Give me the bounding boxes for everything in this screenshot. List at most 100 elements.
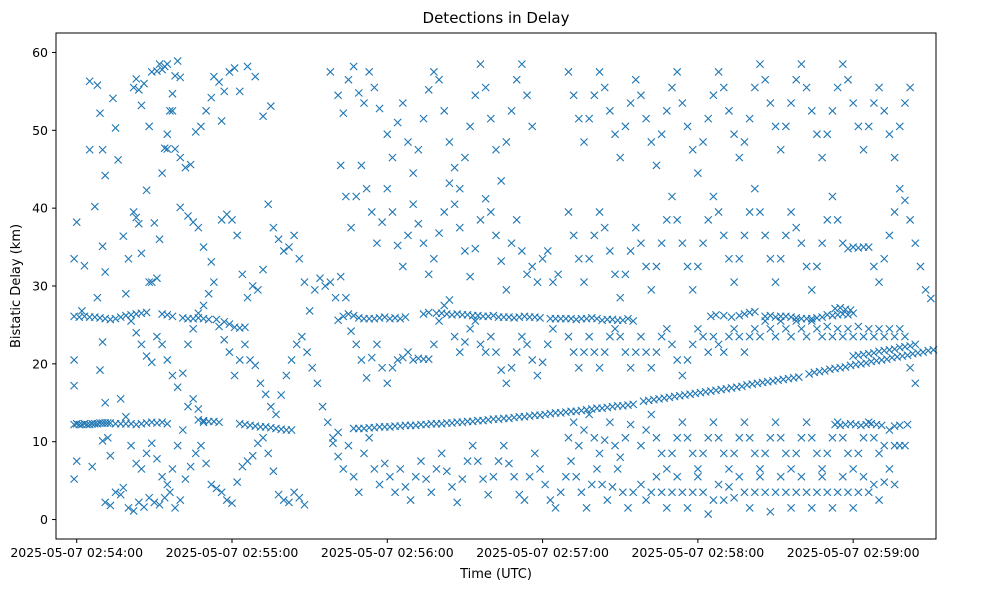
data-point: [797, 60, 806, 69]
data-point: [440, 208, 449, 217]
data-point: [906, 215, 915, 224]
data-point: [613, 464, 622, 473]
data-point: [678, 488, 687, 497]
data-point: [158, 418, 167, 427]
data-point: [269, 223, 278, 232]
data-point: [598, 480, 607, 489]
data-point: [173, 383, 182, 392]
data-point: [737, 382, 746, 391]
data-point: [106, 451, 115, 460]
data-point: [471, 317, 480, 326]
data-point: [735, 472, 744, 481]
data-point: [510, 472, 519, 481]
data-point: [616, 453, 625, 462]
x-tick-label: 2025-05-07 02:54:00: [10, 545, 143, 560]
data-point: [284, 243, 293, 252]
data-point: [724, 106, 733, 115]
data-point: [259, 433, 268, 442]
data-point: [781, 122, 790, 131]
data-point: [212, 484, 221, 493]
data-point: [77, 306, 86, 315]
data-point: [776, 472, 785, 481]
data-point: [365, 67, 374, 76]
data-point: [854, 488, 863, 497]
data-point: [668, 488, 676, 497]
data-point: [805, 369, 814, 378]
data-point: [142, 186, 151, 195]
data-point: [466, 122, 475, 131]
data-point: [590, 91, 599, 100]
data-point: [818, 153, 827, 162]
y-tick-label: 20: [32, 356, 48, 371]
data-point: [375, 480, 384, 489]
data-point: [618, 316, 627, 325]
data-point: [152, 274, 161, 283]
data-point: [70, 355, 79, 364]
data-point: [600, 436, 609, 445]
data-point: [424, 270, 433, 279]
data-point: [699, 137, 708, 146]
data-point: [523, 91, 532, 100]
data-point: [189, 324, 198, 333]
series-noise: [70, 57, 935, 519]
data-point: [693, 169, 702, 178]
data-point: [828, 503, 837, 512]
data-point: [103, 419, 112, 427]
data-point: [147, 278, 156, 287]
data-point: [849, 99, 858, 108]
data-point: [336, 161, 345, 170]
data-point: [435, 75, 444, 84]
data-point: [787, 464, 796, 473]
data-point: [761, 449, 770, 458]
data-point: [282, 371, 291, 380]
data-point: [585, 114, 594, 123]
data-point: [243, 293, 252, 302]
data-point: [719, 231, 728, 240]
data-point: [70, 475, 79, 484]
data-point: [476, 215, 485, 224]
data-point: [875, 449, 884, 458]
data-point: [220, 335, 229, 344]
data-point: [215, 418, 224, 427]
data-point: [626, 99, 635, 108]
data-point: [926, 294, 935, 303]
data-point: [176, 73, 185, 82]
data-point: [590, 433, 599, 442]
data-point: [880, 441, 889, 450]
data-point: [766, 324, 775, 333]
data-point: [567, 457, 576, 466]
data-point: [171, 503, 180, 512]
data-point: [383, 379, 392, 388]
data-point: [585, 410, 594, 419]
y-tick-label: 0: [40, 512, 48, 527]
data-point: [657, 449, 666, 458]
data-point: [137, 101, 146, 110]
data-point: [272, 410, 280, 419]
data-point: [168, 312, 177, 321]
data-point: [145, 278, 154, 287]
data-point: [442, 467, 451, 476]
data-point: [370, 464, 379, 473]
data-point: [357, 161, 366, 170]
data-point: [668, 83, 676, 92]
data-point: [771, 122, 780, 131]
data-point: [714, 208, 723, 217]
data-point: [903, 351, 912, 360]
data-point: [859, 433, 868, 442]
data-point: [388, 363, 397, 372]
data-point: [155, 500, 164, 509]
data-point: [750, 307, 759, 316]
data-point: [455, 223, 464, 232]
data-point: [134, 85, 143, 94]
data-point: [266, 402, 275, 411]
data-point: [512, 348, 521, 357]
data-point: [844, 449, 852, 458]
data-point: [688, 340, 697, 349]
data-point: [225, 320, 234, 329]
data-point: [683, 122, 692, 131]
data-point: [165, 106, 174, 115]
data-point: [761, 488, 770, 497]
data-point: [419, 114, 428, 123]
data-point: [171, 71, 180, 80]
